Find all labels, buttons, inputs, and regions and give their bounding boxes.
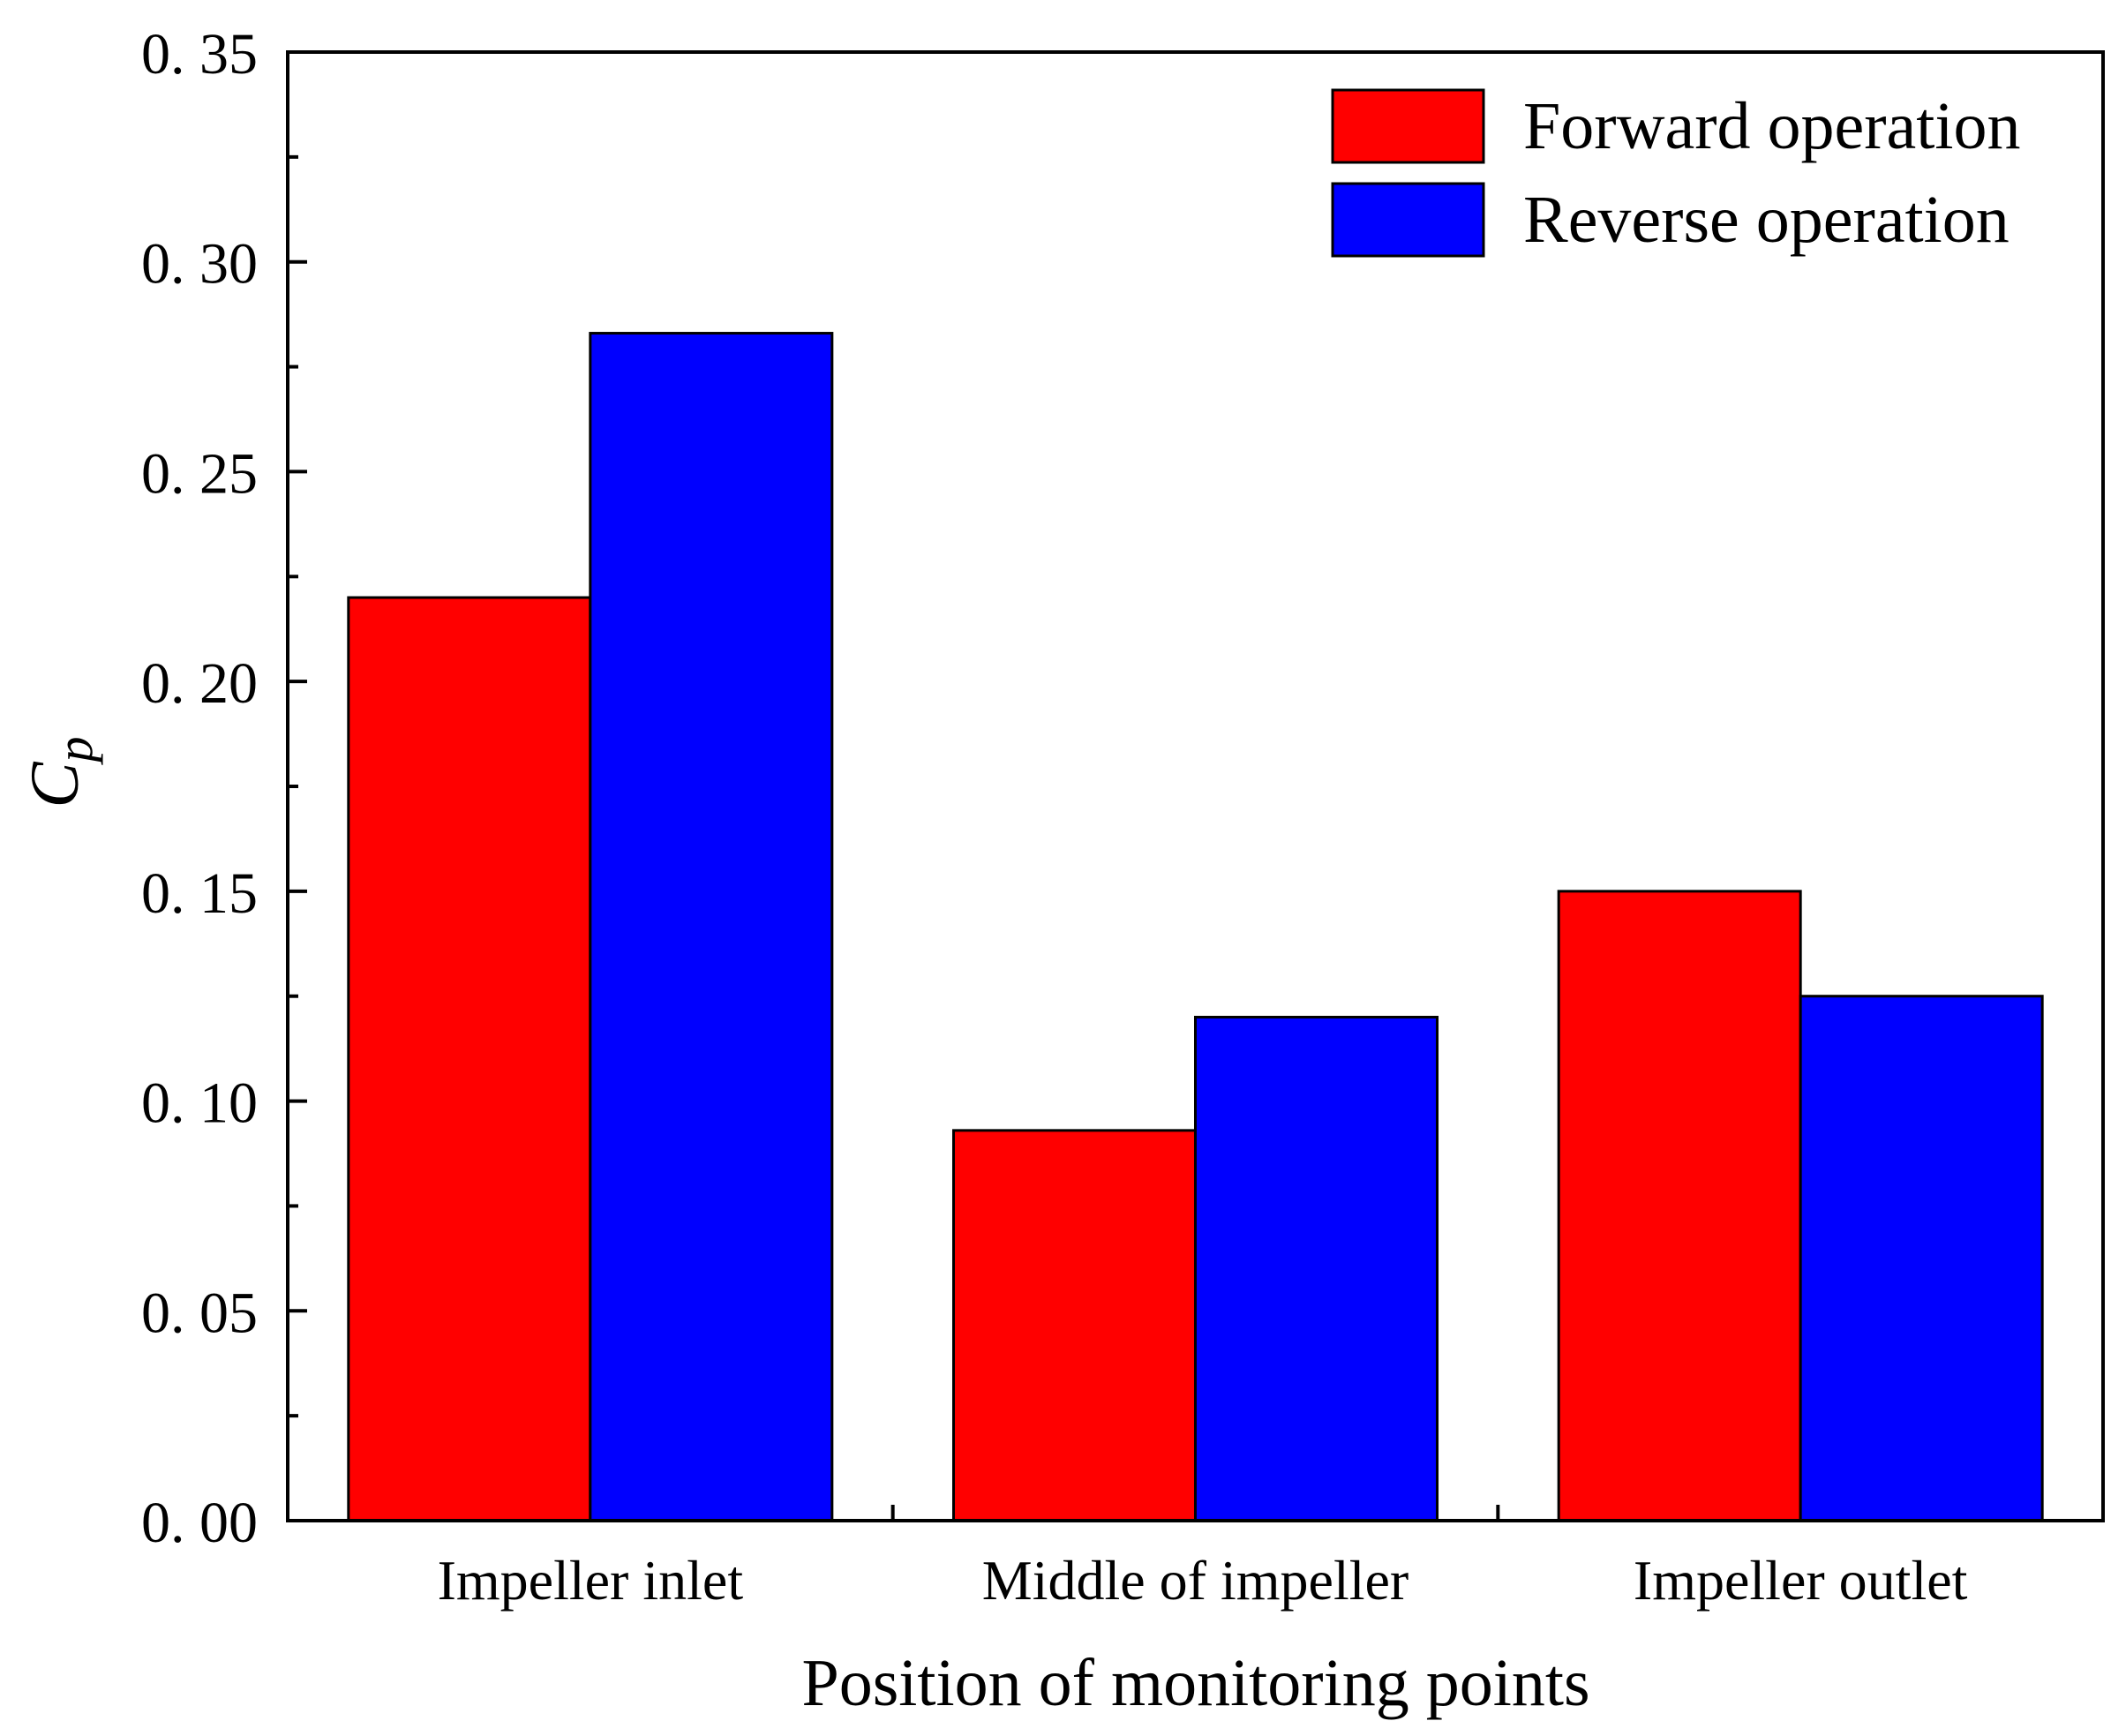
bar-forward-1 xyxy=(347,596,592,1522)
legend-label-forward: Forward operation xyxy=(1523,89,2021,163)
x-tick-label-1: Impeller inlet xyxy=(438,1549,744,1612)
bar-reverse-2 xyxy=(1194,1015,1439,1522)
bar-forward-3 xyxy=(1557,890,1802,1522)
y-tick-label-4: 0. 20 xyxy=(141,651,258,716)
y-axis-label: Cp xyxy=(16,736,103,808)
bar-reverse-1 xyxy=(589,332,834,1522)
bars-layer xyxy=(347,332,2044,1522)
y-axis-label-main: C xyxy=(16,762,93,808)
y-tick-label-7: 0. 35 xyxy=(141,22,258,86)
y-tick-label-6: 0. 30 xyxy=(141,232,258,297)
x-axis-label: Position of monitoring points xyxy=(801,1646,1589,1720)
y-ticks-layer: 0. 00 0. 05 0. 10 0. 15 0. 20 0. 25 0. 30 0. 35 xyxy=(141,22,307,1555)
x-ticks-layer: Impeller inlet Middle of impeller Impeller… xyxy=(438,1505,1968,1612)
legend-label-reverse: Reverse operation xyxy=(1523,183,2010,257)
y-axis-label-subscript: p xyxy=(46,736,103,765)
y-tick-label-5: 0. 25 xyxy=(141,441,258,506)
y-tick-label-0: 0. 00 xyxy=(141,1491,258,1555)
legend-swatch-reverse xyxy=(1331,182,1485,258)
x-tick-label-2: Middle of impeller xyxy=(982,1549,1409,1612)
y-tick-label-3: 0. 15 xyxy=(141,861,258,926)
legend-swatch-forward xyxy=(1331,88,1485,164)
bar-forward-2 xyxy=(952,1129,1197,1522)
x-tick-label-3: Impeller outlet xyxy=(1634,1549,1968,1612)
y-tick-label-2: 0. 10 xyxy=(141,1071,258,1136)
legend: Forward operation Reverse operation xyxy=(1331,88,2021,258)
y-tick-label-1: 0. 05 xyxy=(141,1281,258,1345)
bar-reverse-3 xyxy=(1799,995,2044,1522)
